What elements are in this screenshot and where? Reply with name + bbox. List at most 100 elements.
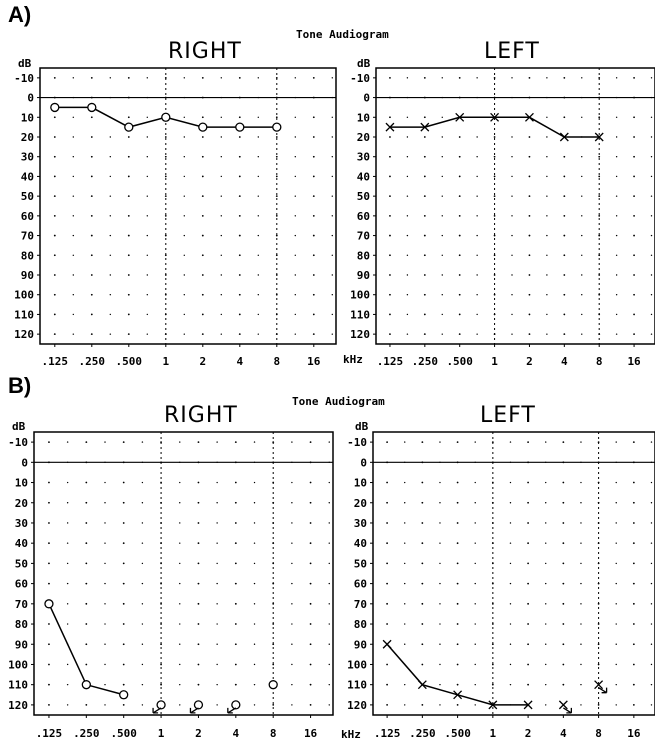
grid-dot — [90, 136, 93, 138]
grid-dot — [632, 441, 635, 444]
grid-dot — [650, 704, 653, 706]
plot-frame — [372, 431, 655, 716]
grid-dot — [122, 501, 125, 504]
grid-dot — [580, 481, 582, 484]
y-tick-label: 110 — [8, 679, 28, 692]
grid-dot — [179, 683, 181, 686]
grid-dot — [312, 333, 315, 336]
grid-dot — [291, 582, 293, 585]
grid-dot — [309, 623, 312, 625]
grid-dot — [90, 96, 93, 99]
threshold-marker — [272, 122, 282, 132]
grid-dot — [581, 313, 583, 316]
grid-dot — [633, 313, 635, 316]
grid-dot — [439, 623, 441, 625]
grid-dot — [48, 703, 50, 706]
grid-dot — [257, 116, 259, 118]
grid-dot — [294, 254, 296, 256]
grid-dot — [72, 96, 75, 99]
grid-dot — [220, 175, 222, 178]
grid-dot — [179, 542, 181, 544]
grid-dot — [127, 234, 130, 237]
y-tick-label: 50 — [15, 557, 28, 570]
grid-dot — [406, 136, 409, 138]
grid-dot — [580, 542, 582, 544]
grid-dot — [633, 175, 635, 178]
grid-dot — [216, 562, 218, 565]
grid-dot — [598, 234, 601, 237]
grid-dot — [48, 663, 50, 666]
grid-dot — [615, 481, 617, 484]
grid-dot — [72, 215, 75, 217]
grid-dot — [72, 333, 75, 335]
x-tick-label: 8 — [270, 727, 277, 740]
threshold-marker — [87, 102, 97, 113]
grid-dot — [109, 313, 112, 316]
panel-b-left-title: LEFT — [480, 403, 536, 428]
x-tick-label: .500 — [444, 727, 471, 740]
grid-dot — [456, 703, 459, 706]
y-tick-label: 60 — [354, 578, 367, 591]
grid-dot — [331, 254, 333, 256]
grid-dot — [220, 254, 222, 256]
grid-dot — [423, 274, 426, 276]
grid-dot — [220, 313, 222, 316]
y-tick-label: 100 — [347, 658, 367, 671]
grid-dot — [90, 116, 93, 119]
grid-dot — [563, 76, 566, 79]
grid-dot — [179, 441, 181, 443]
grid-dot — [615, 562, 617, 565]
grid-dot — [580, 643, 582, 645]
grid-dot — [527, 542, 529, 545]
grid-dot — [291, 562, 293, 565]
grid-dot — [527, 562, 529, 565]
no-response-arrowhead — [601, 687, 608, 694]
panel-a-system-title: Tone Audiogram — [296, 28, 389, 41]
grid-dot — [146, 136, 148, 138]
grid-dot — [650, 96, 653, 99]
grid-dot — [253, 562, 256, 565]
grid-dot — [476, 156, 478, 158]
grid-dot — [197, 643, 200, 646]
grid-dot — [90, 274, 93, 276]
grid-dot — [404, 704, 406, 706]
x-tick-label: 4 — [236, 355, 243, 368]
y-tick-label: 70 — [354, 598, 367, 611]
grid-dot — [421, 542, 424, 545]
grid-dot — [66, 582, 69, 585]
grid-dot — [615, 683, 617, 686]
grid-dot — [581, 254, 583, 256]
grid-dot — [421, 441, 424, 444]
grid-dot — [294, 313, 296, 316]
no-response-arrow — [227, 707, 237, 714]
grid-dot — [164, 214, 167, 217]
grid-dot — [421, 643, 424, 646]
grid-dot — [309, 643, 312, 646]
grid-dot — [528, 96, 531, 99]
grid-dot — [474, 562, 476, 565]
y-tick-label: 80 — [357, 249, 370, 262]
grid-dot — [183, 116, 185, 118]
grid-dot — [312, 274, 315, 276]
grid-dot — [456, 562, 459, 565]
grid-dot — [476, 96, 478, 99]
grid-dot — [615, 704, 617, 706]
y-tick-label: 40 — [15, 537, 28, 550]
grid-dot — [632, 501, 635, 504]
grid-dot — [272, 703, 275, 706]
grid-dot — [141, 704, 144, 706]
grid-dot — [386, 542, 388, 545]
grid-dot — [238, 214, 241, 217]
grid-dot — [456, 441, 459, 444]
y-tick-label: 100 — [8, 658, 28, 671]
grid-dot — [127, 175, 130, 178]
grid-dot — [234, 683, 237, 686]
grid-dot — [406, 274, 409, 276]
grid-dot — [632, 663, 635, 666]
grid-dot — [122, 623, 125, 625]
grid-dot — [253, 704, 256, 706]
grid-dot — [291, 683, 293, 686]
grid-dot — [164, 136, 167, 138]
grid-dot — [580, 623, 582, 625]
grid-dot — [493, 155, 496, 158]
